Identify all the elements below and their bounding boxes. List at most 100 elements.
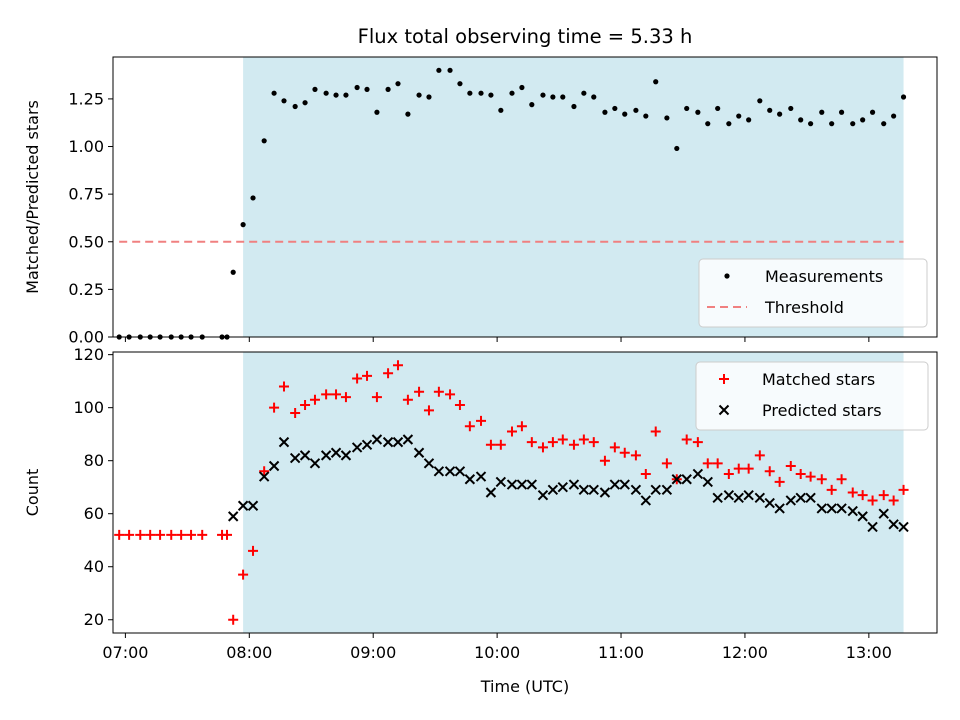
- measurements-point-59: [726, 121, 732, 127]
- matched-stars-point-51: [640, 468, 651, 479]
- x-tick-label-6: 13:00: [846, 643, 892, 662]
- matched-stars-point-24: [362, 370, 373, 381]
- measurements-point-26: [385, 86, 391, 92]
- measurements-point-58: [715, 105, 721, 112]
- matched-stars-point-12: [238, 569, 249, 580]
- predicted-stars-point-11: [340, 450, 352, 461]
- measurements-point-62: [757, 98, 763, 104]
- matched-stars-point-69: [826, 484, 837, 495]
- measurements-point-40: [529, 102, 535, 108]
- matched-stars-point-66: [795, 468, 806, 479]
- y-tick-label-4: 1.00: [68, 137, 104, 156]
- matched-stars-point-55: [681, 434, 692, 445]
- matched-stars-point-6: [176, 529, 187, 540]
- matched-stars-point-30: [423, 405, 434, 416]
- measurements-point-52: [653, 79, 659, 85]
- legend-label-1: Predicted stars: [762, 401, 882, 420]
- matched-stars-point-62: [754, 450, 765, 461]
- y-tick-label-1: 40: [84, 557, 104, 576]
- predicted-stars-point-7: [299, 450, 311, 461]
- predicted-stars-point-2: [247, 500, 259, 511]
- predicted-stars-point-3: [258, 471, 270, 482]
- matched-stars-point-33: [454, 400, 465, 411]
- matched-stars-point-60: [733, 463, 744, 474]
- measurements-point-43: [560, 94, 566, 100]
- y-tick-label-3: 80: [84, 451, 104, 470]
- matched-stars-point-4: [155, 529, 166, 540]
- matched-stars-point-13: [248, 545, 259, 556]
- y-tick-label-5: 120: [73, 345, 104, 364]
- matched-stars-point-3: [145, 529, 156, 540]
- measurements-point-47: [602, 109, 608, 115]
- predicted-stars-point-56: [805, 492, 816, 504]
- predicted-stars-point-34: [578, 484, 590, 496]
- measurements-point-60: [736, 113, 742, 119]
- measurements-point-63: [767, 107, 773, 113]
- legend-box: [698, 258, 928, 328]
- measurements-point-57: [705, 121, 711, 127]
- y-tick-label-3: 0.75: [68, 185, 104, 204]
- matched-stars-point-50: [630, 450, 641, 461]
- measurements-point-19: [312, 86, 318, 92]
- measurements-point-51: [643, 113, 649, 119]
- legend-label-0: Measurements: [765, 267, 883, 286]
- matched-stars-point-75: [888, 495, 899, 506]
- measurements-point-44: [571, 103, 577, 110]
- matched-stars-point-49: [619, 447, 630, 458]
- measurements-point-54: [674, 145, 680, 152]
- predicted-stars-point-37: [609, 479, 621, 490]
- matched-stars-point-7: [186, 529, 197, 540]
- matched-stars-point-38: [506, 426, 517, 437]
- plot-frame: [112, 351, 938, 634]
- count-panel: 20 40 60 80 100 120 07:00 08:00 09:00 10:00 11:00 1…: [23, 345, 938, 662]
- legend: Matched stars Predicted stars: [695, 361, 929, 431]
- matched-stars-point-73: [867, 495, 878, 506]
- legend-swatch-0: [719, 374, 729, 384]
- measurements-point-69: [829, 121, 835, 127]
- measurements-point-45: [581, 90, 587, 96]
- x-tick-label-4: 11:00: [598, 643, 644, 662]
- predicted-stars-point-1: [237, 500, 249, 511]
- matched-stars-point-68: [816, 474, 827, 485]
- measurements-point-30: [426, 94, 432, 100]
- y-tick-label-2: 60: [84, 504, 104, 523]
- matched-stars-point-27: [392, 360, 403, 371]
- predicted-stars-point-46: [702, 476, 713, 488]
- x-tick-label-1: 08:00: [226, 643, 272, 662]
- matched-stars-point-5: [166, 529, 177, 540]
- measurements-point-46: [591, 94, 597, 100]
- predicted-stars-point-23: [464, 474, 476, 485]
- measurements-point-48: [612, 105, 618, 112]
- measurements-point-35: [478, 90, 484, 96]
- x-axis-title: Time (UTC): [480, 677, 569, 696]
- measurements-point-29: [416, 92, 422, 98]
- measurements-point-72: [860, 117, 866, 123]
- predicted-stars-point-30: [537, 489, 549, 501]
- measurements-point-34: [467, 90, 473, 96]
- measurements-point-16: [281, 98, 287, 104]
- predicted-stars-point-5: [278, 436, 290, 448]
- predicted-stars-point-28: [516, 479, 528, 490]
- measurements-point-76: [900, 94, 907, 100]
- matched-stars-point-14: [259, 466, 270, 477]
- predicted-stars-point-27: [506, 479, 518, 490]
- matched-stars-point-17: [290, 407, 301, 418]
- matched-stars-point-47: [599, 455, 610, 466]
- predicted-stars-point-47: [712, 492, 723, 504]
- matched-stars-point-26: [383, 368, 394, 379]
- legend-label-0: Matched stars: [762, 370, 875, 389]
- predicted-stars-point-26: [495, 476, 507, 488]
- measurements-point-37: [498, 107, 504, 113]
- measurements-point-38: [509, 90, 515, 96]
- y-axis-title: Matched/Predicted stars: [23, 100, 42, 294]
- matched-stars-point-48: [609, 442, 620, 453]
- measurements-point-53: [664, 115, 670, 121]
- predicted-stars-point-55: [795, 492, 806, 504]
- predicted-stars-point-44: [681, 474, 692, 485]
- measurements-point-25: [374, 109, 380, 115]
- predicted-stars-point-25: [485, 487, 497, 498]
- measurements-point-18: [302, 100, 308, 106]
- matched-stars-point-59: [723, 468, 734, 479]
- matched-stars-point-64: [774, 476, 785, 487]
